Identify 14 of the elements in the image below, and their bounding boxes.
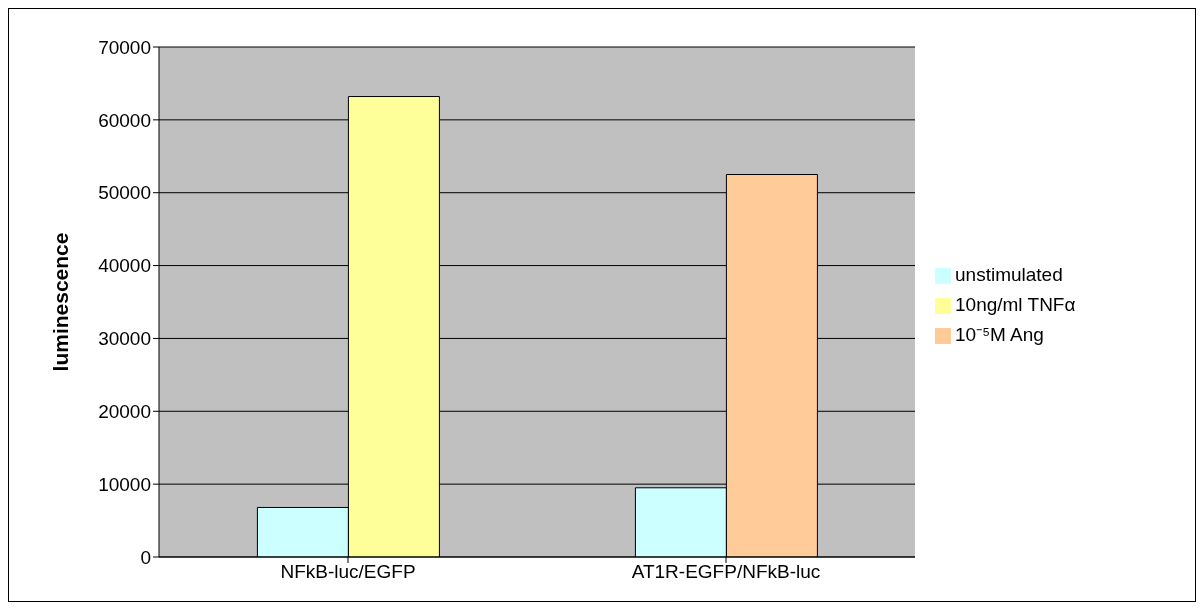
legend-label: unstimulated xyxy=(955,264,1063,285)
y-tick-label: 50000 xyxy=(98,182,151,204)
x-tick-label: AT1R-EGFP/NFkB-luc xyxy=(631,561,821,583)
y-tick-label: 40000 xyxy=(98,255,151,277)
y-tick-label: 30000 xyxy=(98,328,151,350)
y-axis-title: luminescence xyxy=(49,232,73,372)
legend-label: 10⁻⁵M Ang xyxy=(955,324,1044,345)
y-tick-label: 20000 xyxy=(98,401,151,423)
x-tick-label: NFkB-luc/EGFP xyxy=(280,561,416,583)
y-tick-label: 70000 xyxy=(98,36,151,58)
y-tick-label: 0 xyxy=(140,546,151,568)
y-tick-label: 10000 xyxy=(98,473,151,495)
y-tick-label: 60000 xyxy=(98,109,151,131)
legend-label: 10ng/ml TNFα xyxy=(955,294,1076,315)
